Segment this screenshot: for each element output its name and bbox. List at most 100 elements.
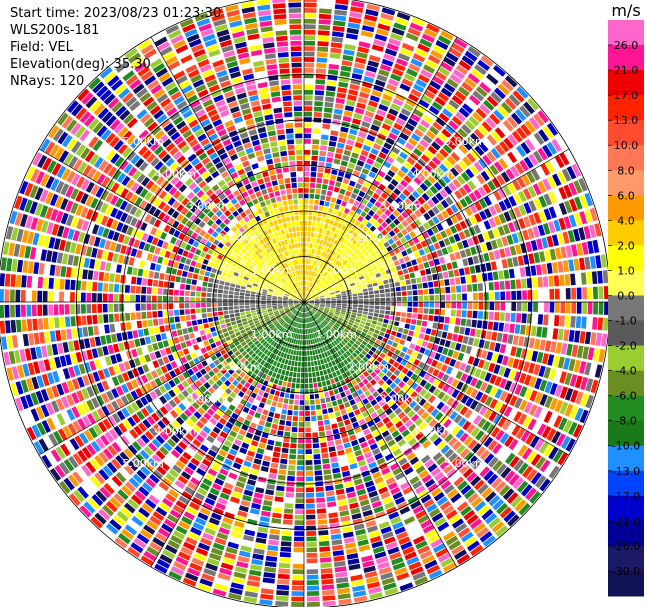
velocity-gate	[337, 170, 345, 177]
velocity-gate	[360, 211, 367, 218]
velocity-gate	[304, 46, 315, 52]
velocity-gate	[304, 226, 308, 232]
velocity-gate	[347, 222, 354, 229]
velocity-gate	[401, 228, 408, 236]
velocity-gate	[424, 164, 434, 174]
velocity-gate	[369, 225, 377, 232]
velocity-gate	[334, 204, 340, 210]
velocity-gate	[342, 238, 348, 245]
velocity-gate	[313, 112, 322, 118]
velocity-gate	[315, 227, 319, 233]
velocity-gate	[370, 166, 379, 174]
velocity-gate	[311, 155, 318, 161]
velocity-gate	[314, 90, 325, 96]
velocity-gate	[524, 120, 536, 133]
velocity-gate	[312, 128, 321, 134]
velocity-gate	[349, 157, 358, 164]
velocity-gate	[309, 288, 313, 294]
velocity-gate	[318, 244, 322, 250]
velocity-gate	[470, 132, 481, 144]
velocity-gate	[341, 60, 353, 67]
velocity-gate	[310, 182, 316, 188]
velocity-gate	[310, 171, 317, 177]
velocity-gate	[380, 237, 387, 244]
velocity-gate	[352, 232, 358, 238]
velocity-gate	[461, 81, 474, 93]
velocity-gate	[316, 250, 321, 256]
velocity-gate	[427, 54, 441, 65]
velocity-gate	[313, 238, 317, 244]
velocity-gate	[405, 32, 419, 42]
velocity-gate	[346, 264, 352, 270]
velocity-gate	[376, 28, 389, 37]
velocity-gate	[490, 130, 502, 142]
velocity-gate	[363, 115, 373, 123]
velocity-gate	[358, 190, 366, 198]
velocity-gate	[332, 232, 338, 239]
velocity-gate	[345, 240, 351, 247]
velocity-gate	[363, 19, 376, 27]
velocity-gate	[312, 292, 317, 296]
velocity-gate	[336, 234, 342, 241]
velocity-gate	[304, 144, 311, 150]
velocity-gate	[359, 91, 370, 99]
velocity-gate	[417, 196, 426, 205]
velocity-gate	[494, 144, 506, 156]
velocity-gate	[345, 190, 352, 197]
velocity-gate	[335, 181, 342, 188]
velocity-gate	[381, 229, 388, 236]
velocity-gate	[320, 139, 328, 146]
velocity-gate	[418, 74, 430, 84]
velocity-gate	[358, 131, 367, 139]
velocity-gate	[467, 73, 480, 84]
velocity-gate	[350, 123, 360, 131]
velocity-gate	[322, 228, 327, 235]
velocity-gate	[458, 60, 472, 71]
velocity-gate	[304, 220, 308, 226]
velocity-gate	[363, 206, 370, 213]
velocity-gate	[426, 23, 440, 34]
velocity-gate	[369, 184, 377, 192]
velocity-gate	[305, 270, 307, 275]
velocity-gate	[337, 193, 344, 200]
velocity-gate	[357, 46, 370, 54]
velocity-gate	[360, 30, 374, 38]
velocity-gate	[315, 244, 319, 250]
velocity-gate	[399, 132, 409, 141]
velocity-gate	[356, 195, 363, 203]
velocity-gate	[317, 262, 321, 267]
velocity-gate	[304, 89, 313, 95]
velocity-gate	[367, 247, 374, 254]
velocity-gate	[435, 192, 444, 202]
velocity-gate	[321, 277, 326, 282]
velocity-gate	[415, 78, 427, 88]
velocity-gate	[373, 161, 382, 169]
velocity-gate	[401, 211, 409, 219]
velocity-gate	[414, 219, 422, 227]
velocity-gate	[388, 108, 399, 117]
velocity-gate	[435, 167, 445, 177]
velocity-gate	[439, 189, 449, 198]
velocity-gate	[323, 246, 328, 252]
velocity-gate	[396, 206, 404, 214]
velocity-gate	[307, 281, 310, 287]
velocity-gate	[360, 247, 367, 254]
velocity-gate	[431, 141, 441, 151]
velocity-gate	[435, 40, 449, 50]
velocity-gate	[385, 225, 392, 233]
velocity-gate	[520, 123, 532, 137]
velocity-gate	[321, 270, 326, 276]
velocity-gate	[335, 227, 341, 234]
velocity-gate	[342, 54, 354, 62]
velocity-gate	[346, 99, 356, 107]
velocity-gate	[317, 281, 322, 286]
velocity-gate	[312, 271, 316, 277]
velocity-gate	[361, 218, 368, 225]
velocity-gate	[391, 146, 401, 155]
velocity-gate	[322, 123, 331, 130]
velocity-gate	[313, 117, 322, 123]
velocity-gate	[368, 100, 378, 108]
velocity-gate	[323, 258, 328, 264]
velocity-gate	[424, 149, 434, 159]
velocity-gate	[387, 183, 396, 191]
